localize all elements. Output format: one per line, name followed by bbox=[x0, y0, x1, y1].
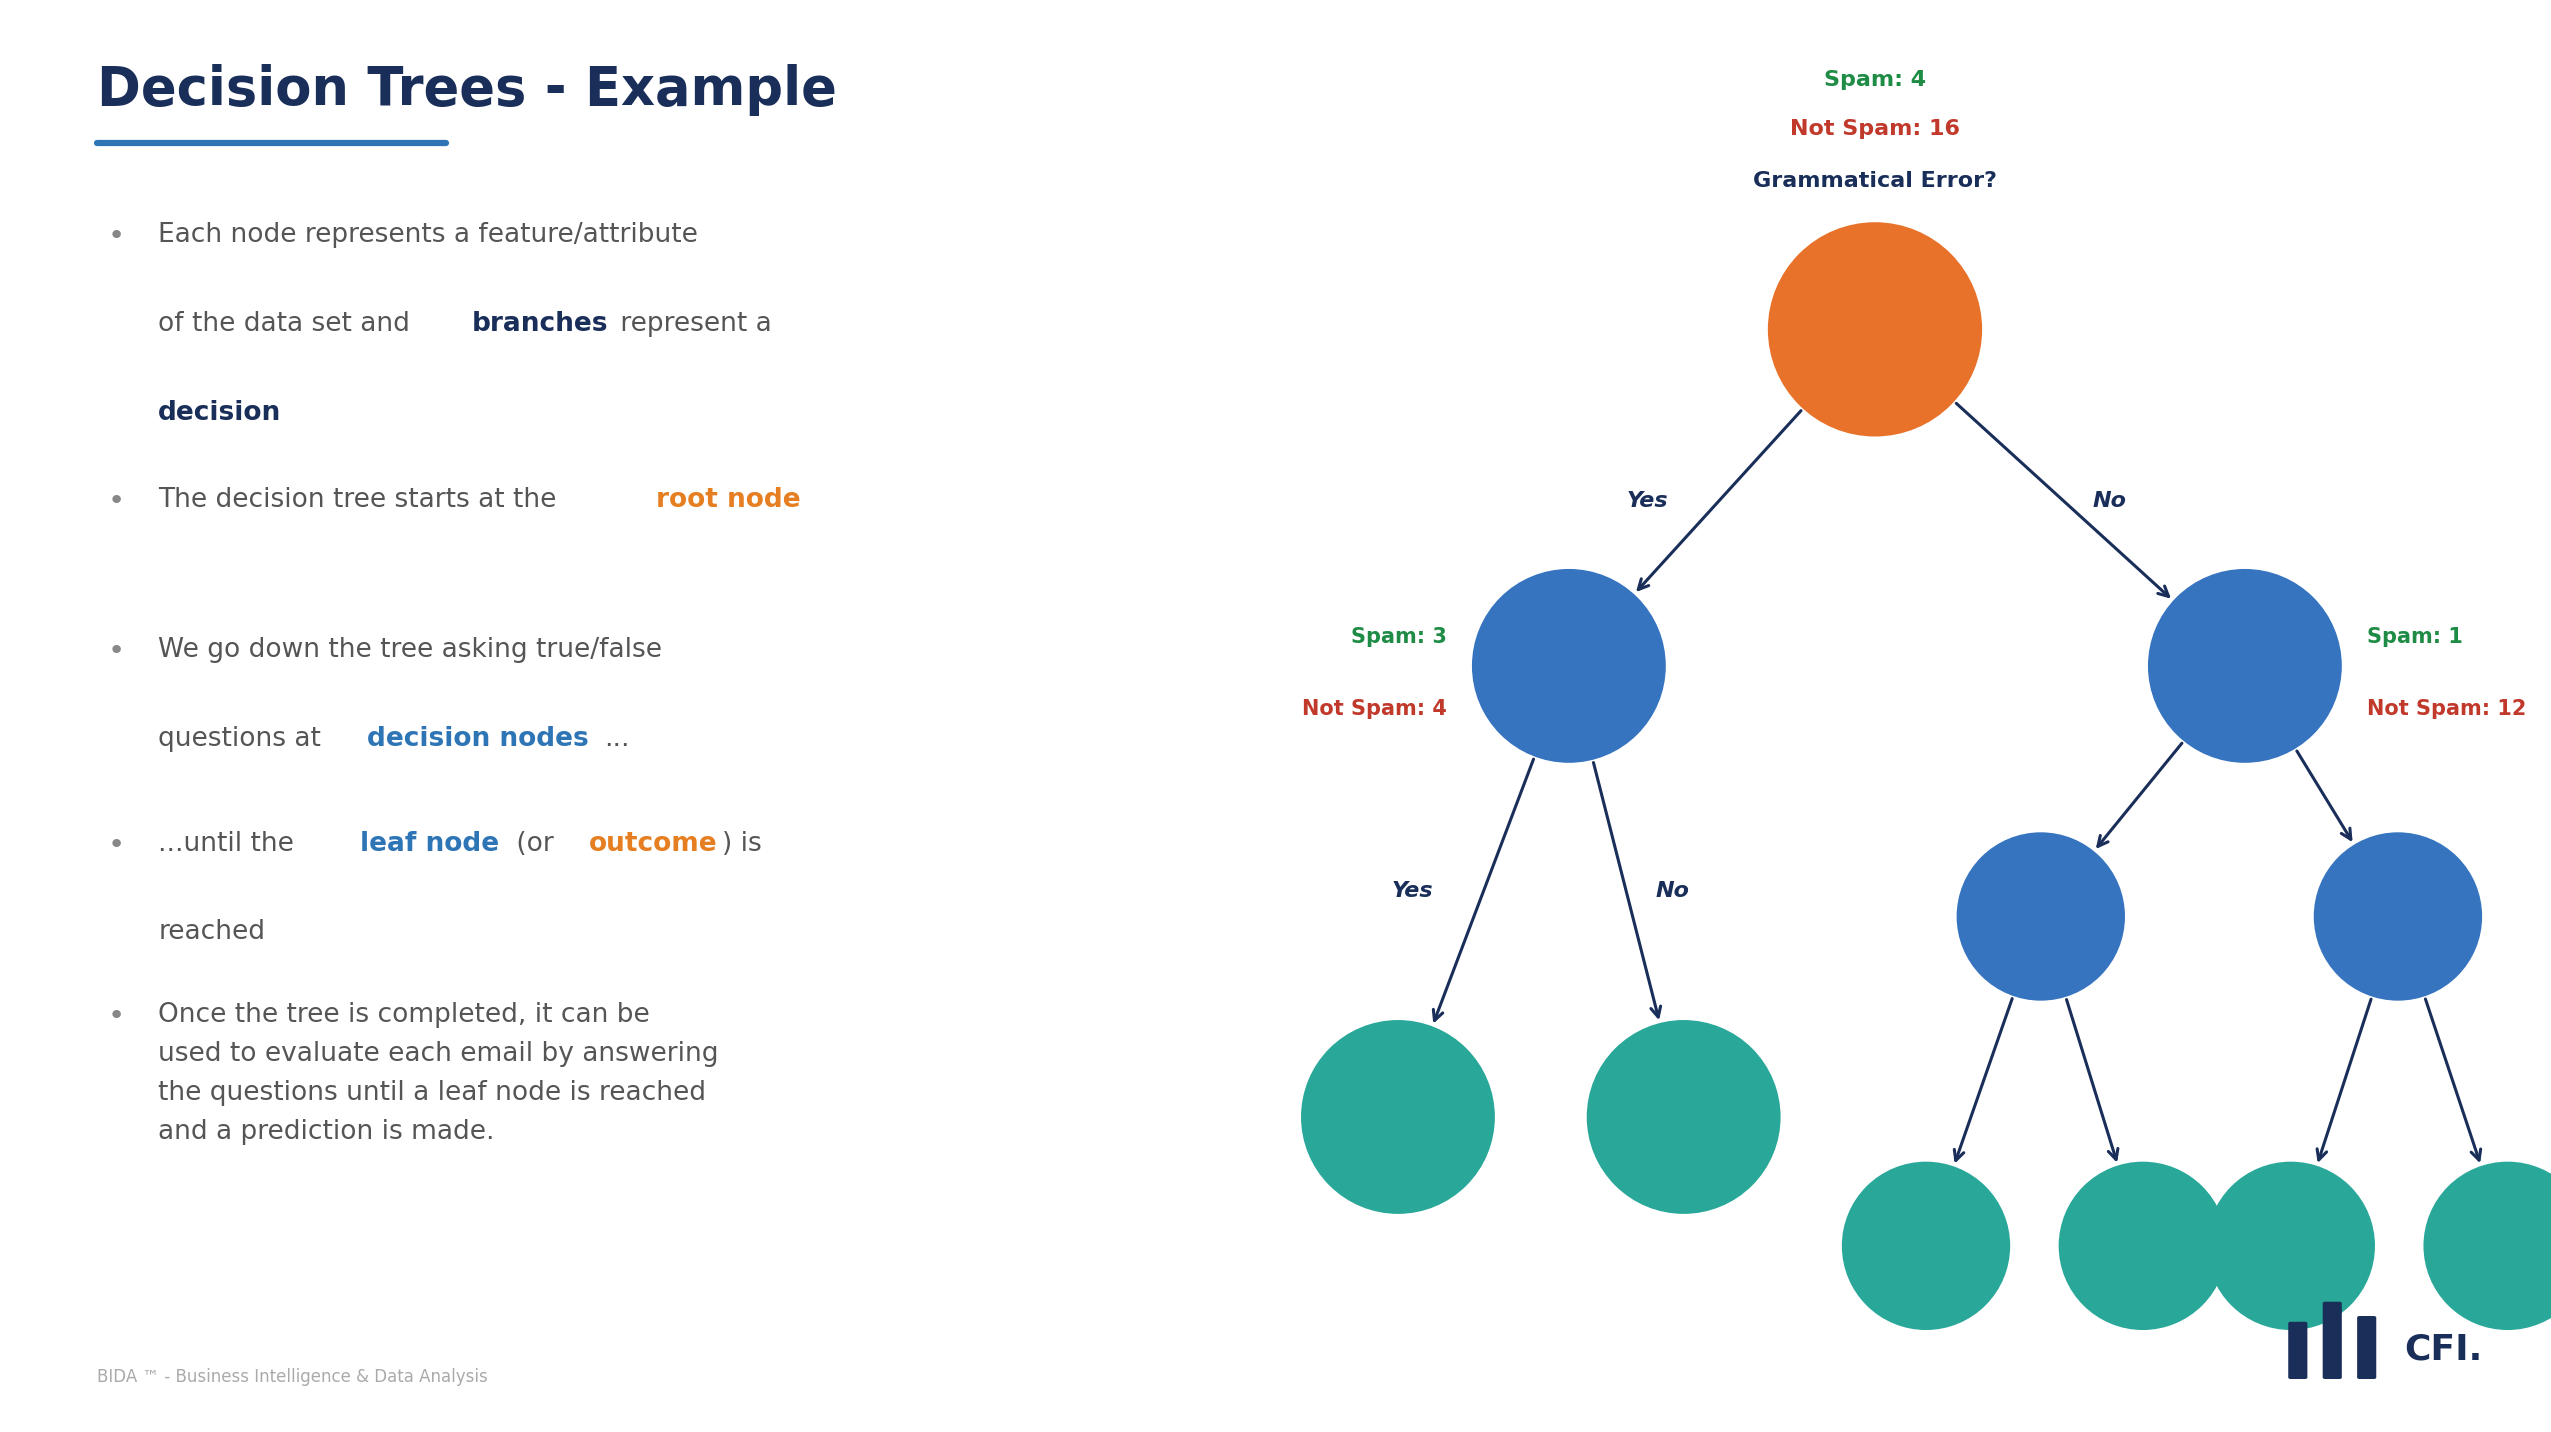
FancyBboxPatch shape bbox=[2321, 1302, 2342, 1379]
Ellipse shape bbox=[1587, 1020, 1781, 1214]
Text: •: • bbox=[107, 1002, 125, 1031]
Text: root node: root node bbox=[656, 487, 801, 513]
Text: •: • bbox=[107, 222, 125, 251]
Ellipse shape bbox=[1301, 1020, 1495, 1214]
Text: questions at: questions at bbox=[158, 726, 329, 752]
Ellipse shape bbox=[2059, 1161, 2227, 1330]
Text: No: No bbox=[1656, 882, 1689, 901]
Text: decision nodes: decision nodes bbox=[367, 726, 589, 752]
Text: CFI.: CFI. bbox=[2403, 1332, 2482, 1366]
Text: of the data set and: of the data set and bbox=[158, 311, 418, 337]
Text: Spam: 1: Spam: 1 bbox=[2367, 627, 2464, 647]
Ellipse shape bbox=[2423, 1161, 2551, 1330]
Text: ...until the: ...until the bbox=[158, 831, 304, 856]
Text: decision: decision bbox=[158, 400, 281, 425]
Text: Grammatical Error?: Grammatical Error? bbox=[1753, 170, 1997, 190]
Text: •: • bbox=[107, 637, 125, 666]
Ellipse shape bbox=[1472, 569, 1666, 763]
FancyBboxPatch shape bbox=[2357, 1316, 2378, 1379]
Text: Not Spam: 16: Not Spam: 16 bbox=[1791, 119, 1959, 139]
Ellipse shape bbox=[1842, 1161, 2010, 1330]
Text: (or: (or bbox=[508, 831, 561, 856]
Text: Yes: Yes bbox=[1390, 882, 1434, 901]
Text: Once the tree is completed, it can be
used to evaluate each email by answering
t: Once the tree is completed, it can be us… bbox=[158, 1002, 719, 1146]
Text: We go down the tree asking true/false: We go down the tree asking true/false bbox=[158, 637, 663, 663]
Text: Not Spam: 12: Not Spam: 12 bbox=[2367, 699, 2525, 719]
Text: ) is: ) is bbox=[722, 831, 763, 856]
Text: reached: reached bbox=[158, 919, 265, 945]
Ellipse shape bbox=[2207, 1161, 2375, 1330]
Text: No: No bbox=[2092, 491, 2128, 511]
Text: BIDA ™ - Business Intelligence & Data Analysis: BIDA ™ - Business Intelligence & Data An… bbox=[97, 1368, 487, 1386]
Text: •: • bbox=[107, 487, 125, 516]
Text: Spam: 4: Spam: 4 bbox=[1824, 70, 1926, 90]
FancyBboxPatch shape bbox=[2288, 1322, 2306, 1379]
Ellipse shape bbox=[1957, 832, 2125, 1001]
Text: •: • bbox=[107, 831, 125, 859]
Text: Yes: Yes bbox=[1625, 491, 1668, 511]
Text: Decision Trees - Example: Decision Trees - Example bbox=[97, 64, 837, 116]
Text: Each node represents a feature/attribute: Each node represents a feature/attribute bbox=[158, 222, 699, 248]
Text: outcome: outcome bbox=[589, 831, 717, 856]
Text: ...: ... bbox=[605, 726, 630, 752]
Text: branches: branches bbox=[472, 311, 610, 337]
Ellipse shape bbox=[2148, 569, 2342, 763]
Text: Spam: 3: Spam: 3 bbox=[1349, 627, 1446, 647]
Ellipse shape bbox=[2314, 832, 2482, 1001]
Text: The decision tree starts at the: The decision tree starts at the bbox=[158, 487, 564, 513]
Text: represent a: represent a bbox=[612, 311, 773, 337]
Ellipse shape bbox=[1768, 222, 1982, 437]
Text: Not Spam: 4: Not Spam: 4 bbox=[1301, 699, 1446, 719]
Text: leaf node: leaf node bbox=[360, 831, 500, 856]
